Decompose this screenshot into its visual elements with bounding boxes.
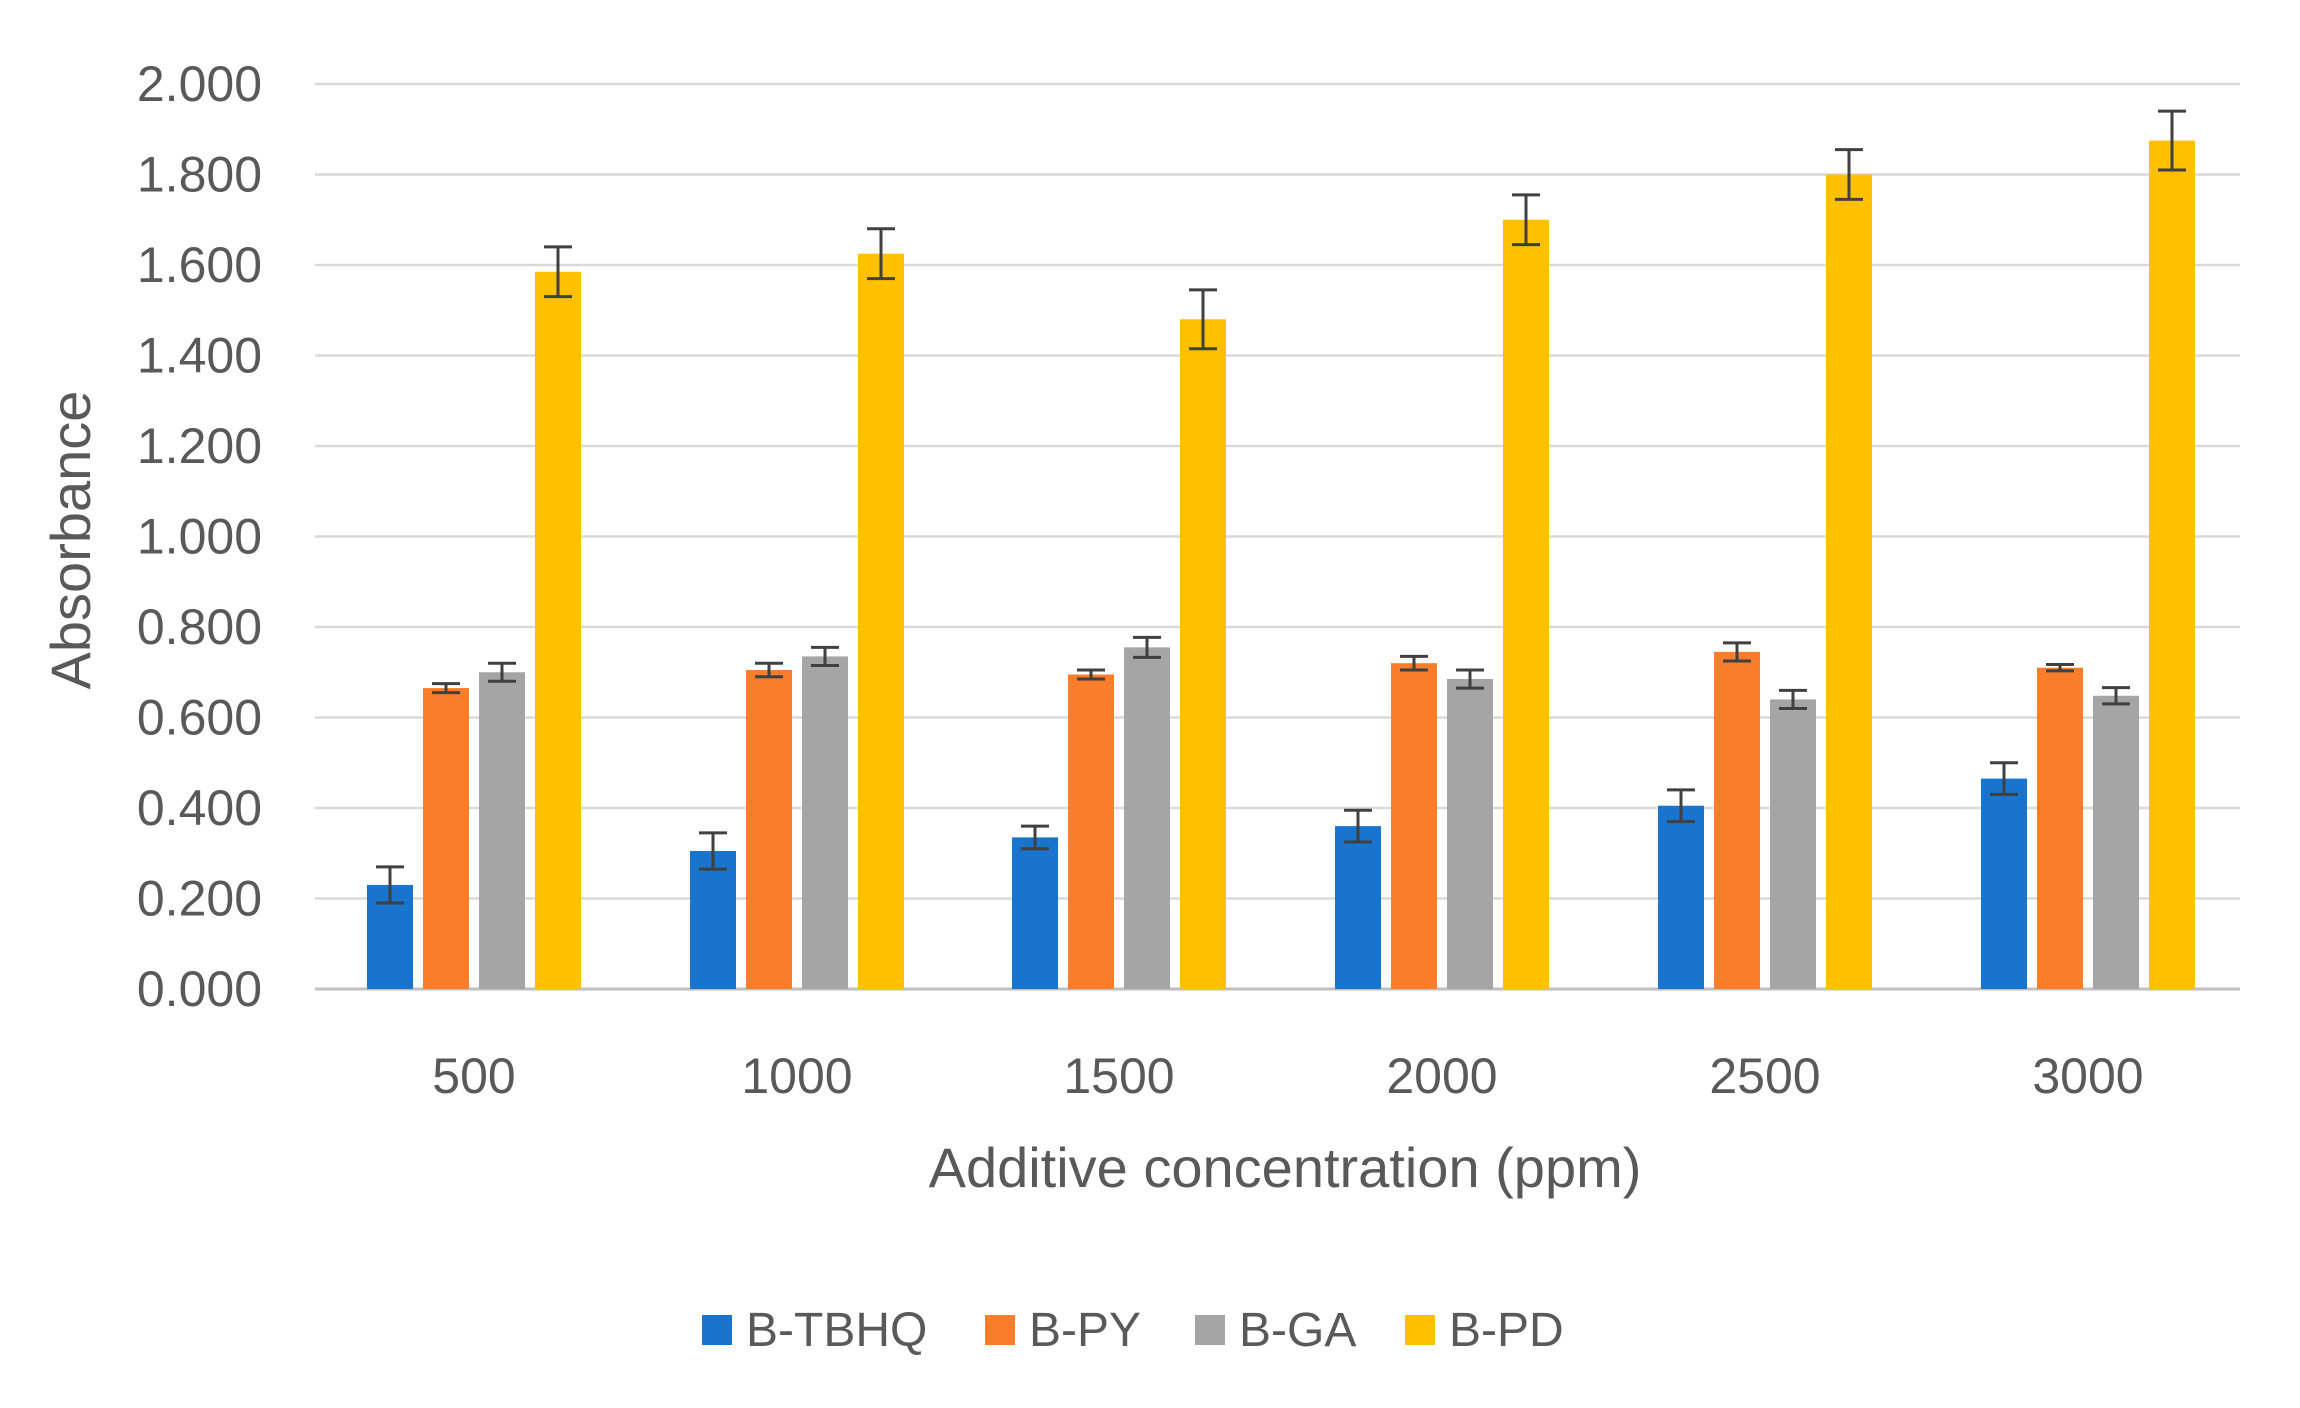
bars bbox=[367, 140, 2195, 990]
x-tick-label: 1500 bbox=[1063, 1048, 1174, 1104]
error-bar bbox=[2046, 663, 2074, 673]
y-tick-label: 1.000 bbox=[137, 509, 262, 565]
error-bar bbox=[1456, 668, 1484, 690]
legend-item-b-tbhq: B-TBHQ bbox=[702, 1304, 927, 1357]
bar-b-tbhq-1500 bbox=[1012, 837, 1058, 989]
error-bar bbox=[1667, 788, 1695, 824]
x-tick-label: 2500 bbox=[1709, 1048, 1820, 1104]
error-bar bbox=[699, 831, 727, 871]
error-bar bbox=[488, 661, 516, 683]
bar-b-pd-2000 bbox=[1503, 219, 1549, 989]
bar-b-pd-1500 bbox=[1180, 319, 1226, 989]
legend-item-b-ga: B-GA bbox=[1195, 1304, 1356, 1357]
bar-b-py-2500 bbox=[1714, 651, 1760, 989]
y-tick-label: 0.000 bbox=[137, 961, 262, 1017]
y-tick-label: 0.400 bbox=[137, 780, 262, 836]
y-tick-label: 0.200 bbox=[137, 871, 262, 927]
error-bar bbox=[755, 661, 783, 679]
bar-b-ga-1000 bbox=[802, 656, 848, 989]
error-bars bbox=[376, 109, 2186, 905]
y-axis-title: Absorbance bbox=[39, 391, 102, 690]
x-tick-label: 2000 bbox=[1386, 1048, 1497, 1104]
bar-b-tbhq-1000 bbox=[690, 850, 736, 989]
x-tick-label: 3000 bbox=[2032, 1048, 2143, 1104]
bar-b-ga-2000 bbox=[1447, 679, 1493, 989]
error-bar bbox=[1835, 148, 1863, 201]
gridlines bbox=[315, 82, 2240, 991]
legend-label: B-PY bbox=[1029, 1304, 1141, 1357]
error-bar bbox=[1021, 824, 1049, 851]
bar-b-ga-3000 bbox=[2093, 695, 2139, 989]
y-tick-label: 0.600 bbox=[137, 690, 262, 746]
bar-b-py-2000 bbox=[1391, 663, 1437, 989]
error-bar bbox=[2158, 109, 2186, 172]
legend-label: B-PD bbox=[1449, 1304, 1564, 1357]
bar-b-pd-500 bbox=[535, 271, 581, 990]
error-bar bbox=[1990, 761, 2018, 796]
bar-b-py-1000 bbox=[746, 669, 792, 989]
error-bar bbox=[1779, 688, 1807, 710]
error-bar bbox=[544, 245, 572, 299]
legend-swatch bbox=[702, 1315, 732, 1345]
bar-b-py-1500 bbox=[1068, 674, 1114, 989]
error-bar bbox=[1723, 641, 1751, 663]
bar-b-pd-3000 bbox=[2149, 140, 2195, 989]
error-bar bbox=[2102, 686, 2130, 706]
bar-b-pd-1000 bbox=[858, 253, 904, 989]
y-tick-label: 1.200 bbox=[137, 418, 262, 474]
y-tick-label: 1.600 bbox=[137, 237, 262, 293]
bar-b-pd-2500 bbox=[1826, 174, 1872, 989]
error-bar bbox=[1400, 654, 1428, 672]
x-axis-title: Additive concentration (ppm) bbox=[929, 1136, 1642, 1199]
error-bar bbox=[1512, 193, 1540, 247]
bar-b-tbhq-2500 bbox=[1658, 805, 1704, 989]
bar-b-ga-2500 bbox=[1770, 699, 1816, 989]
bar-b-py-500 bbox=[423, 688, 469, 989]
legend-item-b-py: B-PY bbox=[985, 1304, 1141, 1357]
x-axis-ticks: 500 1000 1500 2000 2500 3000 bbox=[432, 1048, 2143, 1104]
legend-swatch bbox=[985, 1315, 1015, 1345]
legend-swatch bbox=[1195, 1315, 1225, 1345]
bar-b-ga-1500 bbox=[1124, 647, 1170, 989]
error-bar bbox=[1077, 668, 1105, 681]
error-bar bbox=[1189, 288, 1217, 351]
legend-swatch bbox=[1405, 1315, 1435, 1345]
error-bar bbox=[376, 865, 404, 905]
legend-label: B-TBHQ bbox=[746, 1304, 927, 1357]
error-bar bbox=[811, 645, 839, 667]
bar-b-ga-500 bbox=[479, 672, 525, 989]
error-bar bbox=[867, 227, 895, 281]
y-tick-label: 0.800 bbox=[137, 599, 262, 655]
bar-b-py-3000 bbox=[2037, 667, 2083, 989]
y-tick-label: 1.800 bbox=[137, 147, 262, 203]
error-bar bbox=[432, 682, 460, 695]
y-axis-ticks: 0.000 0.200 0.400 0.600 0.800 1.000 1.200 1.400… bbox=[137, 56, 262, 1017]
x-tick-label: 1000 bbox=[741, 1048, 852, 1104]
legend-label: B-GA bbox=[1239, 1304, 1356, 1357]
error-bar bbox=[1344, 808, 1372, 844]
bar-b-tbhq-3000 bbox=[1981, 778, 2027, 989]
legend-item-b-pd: B-PD bbox=[1405, 1304, 1564, 1357]
error-bar bbox=[1133, 635, 1161, 659]
y-tick-label: 2.000 bbox=[137, 56, 262, 112]
y-tick-label: 1.400 bbox=[137, 328, 262, 384]
legend: B-TBHQ B-PY B-GA B-PD bbox=[702, 1304, 1564, 1357]
bar-b-tbhq-2000 bbox=[1335, 826, 1381, 989]
x-tick-label: 500 bbox=[432, 1048, 515, 1104]
